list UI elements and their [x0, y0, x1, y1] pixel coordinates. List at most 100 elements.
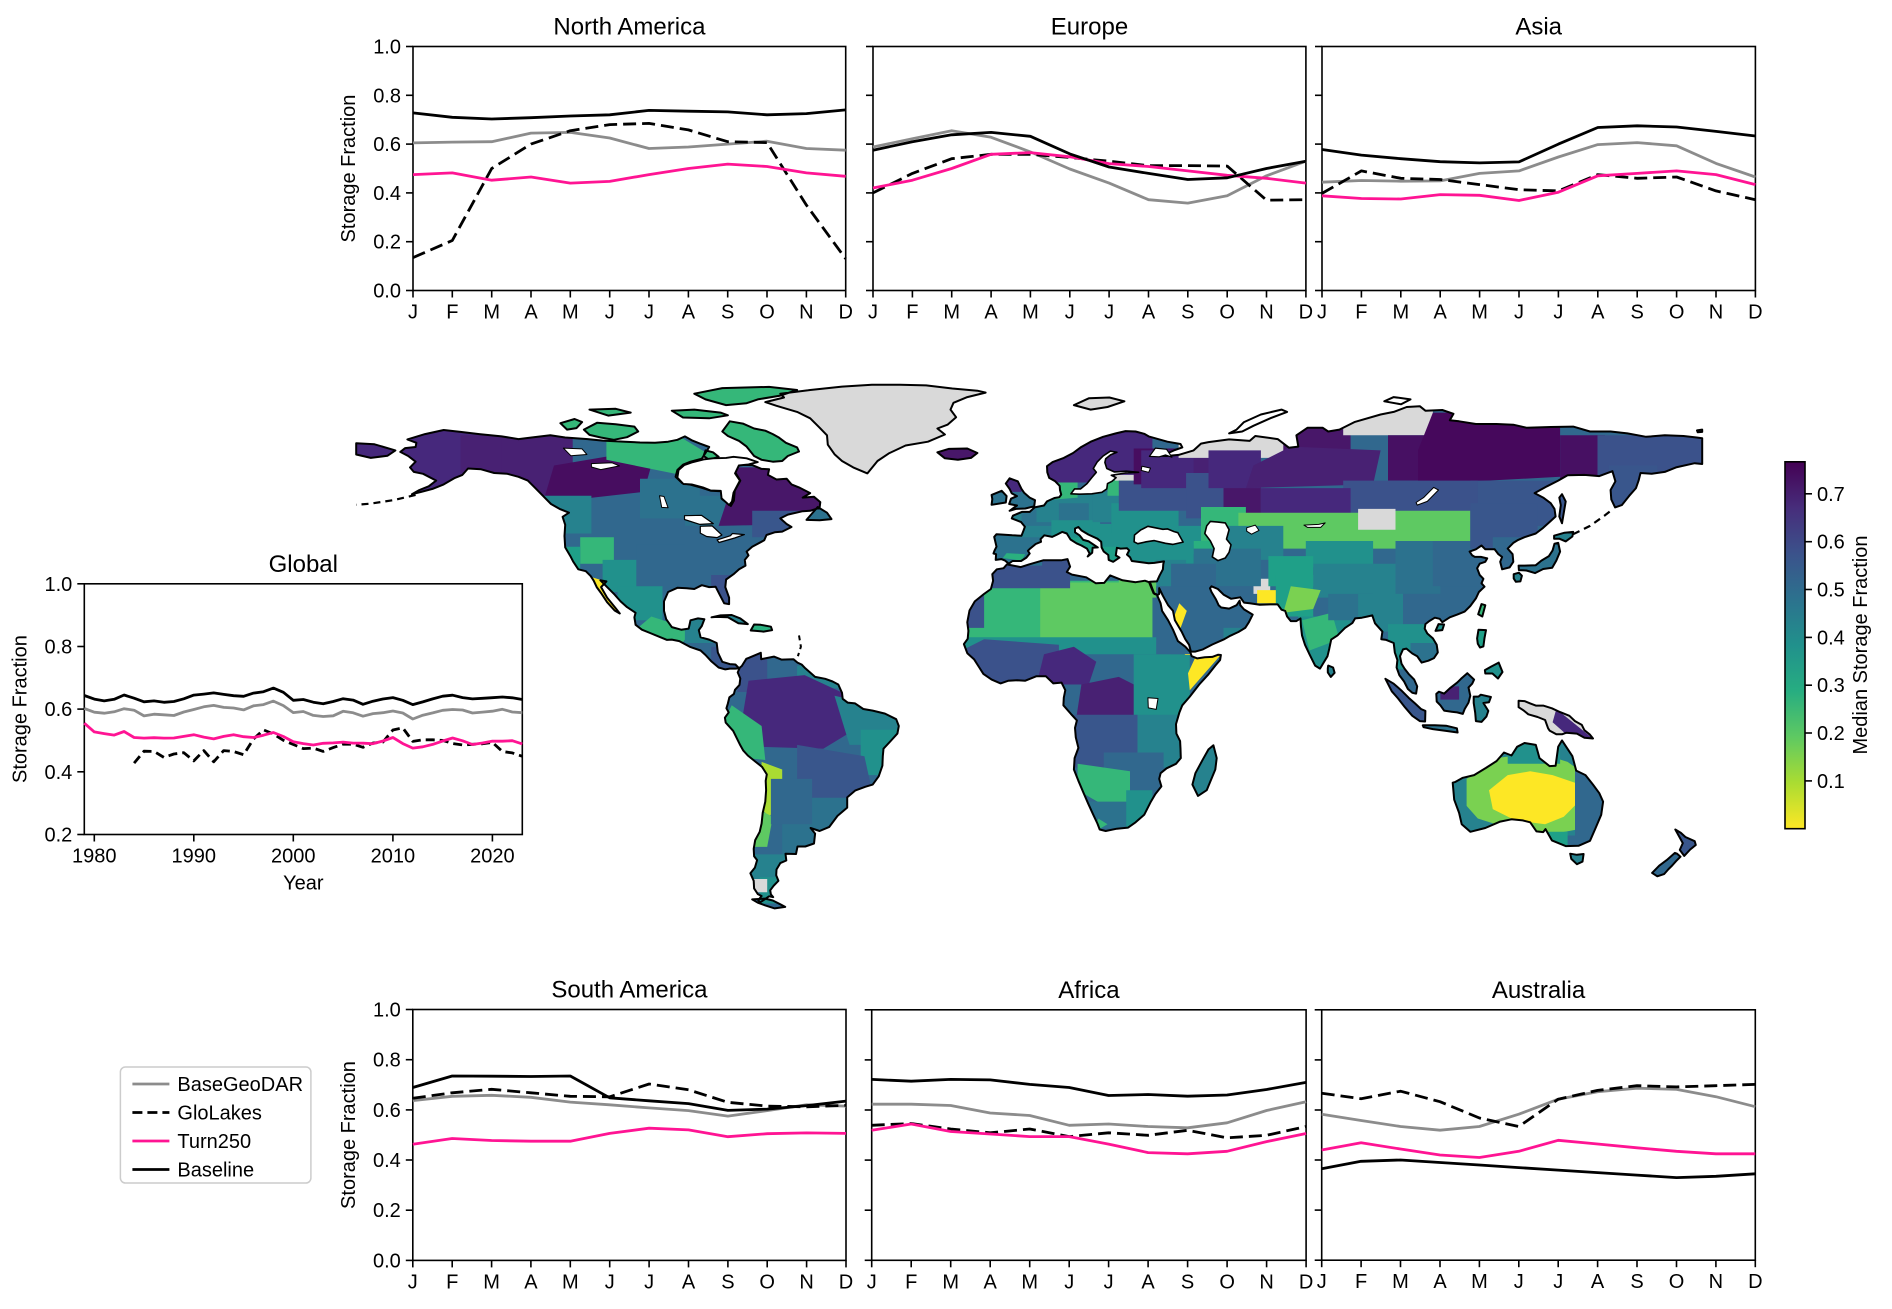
svg-text:F: F — [446, 1271, 458, 1293]
svg-text:0.5: 0.5 — [1817, 580, 1845, 602]
svg-text:J: J — [644, 1271, 654, 1293]
svg-text:S: S — [1181, 1271, 1194, 1293]
svg-text:M: M — [562, 302, 579, 324]
svg-text:0.0: 0.0 — [373, 281, 401, 303]
svg-text:J: J — [1317, 1271, 1327, 1293]
svg-text:A: A — [1141, 1271, 1155, 1293]
svg-text:A: A — [682, 302, 696, 324]
svg-text:North America: North America — [553, 14, 706, 41]
svg-text:0.7: 0.7 — [1817, 484, 1845, 506]
svg-text:Turn250: Turn250 — [177, 1131, 251, 1153]
svg-text:O: O — [1669, 302, 1685, 324]
svg-text:Storage Fraction: Storage Fraction — [9, 635, 31, 783]
svg-text:0.4: 0.4 — [1817, 627, 1845, 649]
svg-text:J: J — [867, 1271, 877, 1293]
svg-text:J: J — [644, 302, 654, 324]
svg-text:0.4: 0.4 — [44, 762, 72, 784]
svg-text:J: J — [1317, 302, 1327, 324]
svg-text:0.2: 0.2 — [44, 825, 72, 847]
svg-text:0.2: 0.2 — [1817, 723, 1845, 745]
svg-text:Storage Fraction: Storage Fraction — [338, 95, 360, 243]
svg-text:S: S — [1181, 302, 1194, 324]
svg-text:F: F — [1355, 302, 1367, 324]
svg-text:D: D — [1748, 1271, 1762, 1293]
svg-text:0.6: 0.6 — [44, 699, 72, 721]
svg-text:1.0: 1.0 — [373, 1000, 401, 1022]
svg-text:M: M — [483, 302, 500, 324]
svg-text:0.8: 0.8 — [44, 637, 72, 659]
svg-text:N: N — [1259, 1271, 1273, 1293]
svg-text:J: J — [868, 302, 878, 324]
svg-text:S: S — [1630, 1271, 1643, 1293]
svg-text:Baseline: Baseline — [177, 1160, 254, 1182]
svg-text:0.6: 0.6 — [373, 134, 401, 156]
svg-text:N: N — [799, 302, 813, 324]
svg-text:Asia: Asia — [1515, 14, 1562, 41]
svg-text:F: F — [906, 302, 918, 324]
svg-text:J: J — [605, 1271, 615, 1293]
svg-text:D: D — [839, 1271, 853, 1293]
svg-text:D: D — [1748, 302, 1762, 324]
svg-text:0.2: 0.2 — [373, 1200, 401, 1222]
svg-text:M: M — [1022, 302, 1039, 324]
svg-text:F: F — [1355, 1271, 1367, 1293]
svg-text:2000: 2000 — [271, 846, 316, 868]
svg-text:N: N — [799, 1271, 813, 1293]
svg-text:South America: South America — [551, 977, 708, 1004]
svg-text:0.8: 0.8 — [373, 85, 401, 107]
svg-text:J: J — [1514, 302, 1524, 324]
svg-text:S: S — [721, 1271, 734, 1293]
svg-text:N: N — [1709, 302, 1723, 324]
svg-text:Global: Global — [269, 551, 338, 578]
svg-text:J: J — [605, 302, 615, 324]
svg-text:J: J — [1514, 1271, 1524, 1293]
svg-text:D: D — [838, 302, 852, 324]
svg-text:Year: Year — [283, 873, 324, 895]
svg-text:J: J — [1104, 302, 1114, 324]
svg-text:2010: 2010 — [371, 846, 416, 868]
svg-text:1.0: 1.0 — [44, 574, 72, 596]
svg-text:N: N — [1259, 302, 1273, 324]
svg-text:A: A — [1591, 302, 1605, 324]
svg-text:A: A — [984, 1271, 998, 1293]
svg-text:F: F — [446, 302, 458, 324]
svg-text:Storage Fraction: Storage Fraction — [338, 1061, 360, 1209]
svg-text:M: M — [943, 302, 960, 324]
svg-text:O: O — [759, 302, 775, 324]
svg-text:A: A — [1434, 302, 1448, 324]
svg-text:A: A — [1433, 1271, 1447, 1293]
svg-text:M: M — [1471, 302, 1488, 324]
svg-text:J: J — [1064, 1271, 1074, 1293]
svg-text:A: A — [524, 1271, 538, 1293]
svg-text:M: M — [562, 1271, 579, 1293]
svg-text:D: D — [1299, 1271, 1313, 1293]
svg-text:D: D — [1299, 302, 1313, 324]
svg-text:J: J — [1065, 302, 1075, 324]
svg-text:0.4: 0.4 — [373, 183, 401, 205]
svg-text:O: O — [1219, 302, 1235, 324]
svg-text:Europe: Europe — [1051, 14, 1128, 41]
svg-text:1990: 1990 — [172, 846, 217, 868]
svg-text:M: M — [1471, 1271, 1488, 1293]
svg-text:0.0: 0.0 — [373, 1250, 401, 1272]
svg-text:0.2: 0.2 — [373, 232, 401, 254]
svg-text:A: A — [984, 302, 998, 324]
svg-text:0.3: 0.3 — [1817, 675, 1845, 697]
svg-text:J: J — [1553, 1271, 1563, 1293]
svg-text:M: M — [1392, 1271, 1409, 1293]
svg-text:M: M — [942, 1271, 959, 1293]
svg-text:N: N — [1709, 1271, 1723, 1293]
svg-text:Africa: Africa — [1058, 977, 1120, 1004]
svg-text:0.1: 0.1 — [1817, 771, 1845, 793]
svg-text:S: S — [1631, 302, 1644, 324]
svg-text:J: J — [1104, 1271, 1114, 1293]
svg-text:1.0: 1.0 — [373, 37, 401, 59]
svg-text:Australia: Australia — [1492, 977, 1586, 1004]
svg-text:S: S — [721, 302, 734, 324]
svg-text:F: F — [905, 1271, 917, 1293]
svg-text:M: M — [1392, 302, 1409, 324]
svg-text:0.6: 0.6 — [373, 1100, 401, 1122]
svg-text:J: J — [408, 1271, 418, 1293]
svg-text:A: A — [524, 302, 538, 324]
svg-text:2020: 2020 — [470, 846, 515, 868]
